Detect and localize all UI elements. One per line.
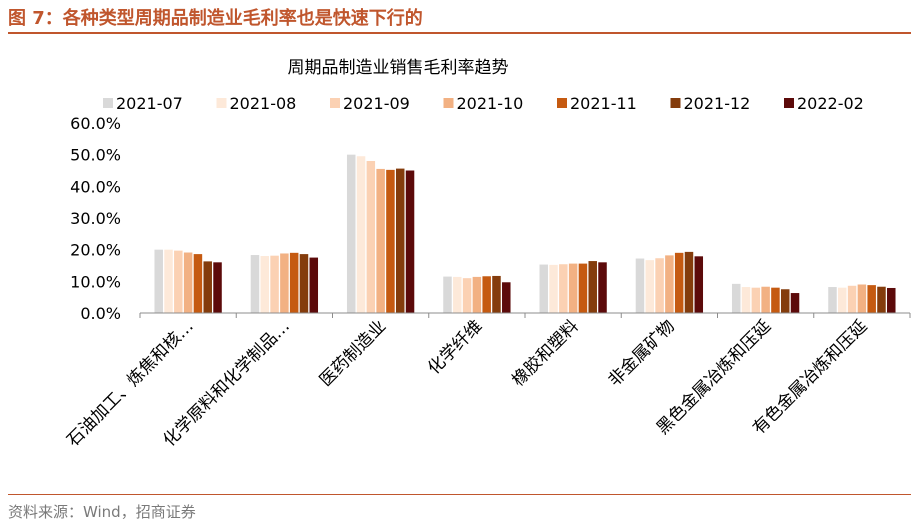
bar	[405, 170, 415, 313]
bar	[578, 263, 588, 313]
legend-label: 2022-02	[797, 94, 864, 113]
bar	[453, 276, 462, 313]
bar	[164, 249, 173, 313]
bar	[655, 258, 664, 313]
bar	[684, 251, 694, 313]
y-tick-label: 50.0%	[70, 146, 121, 165]
chart-title: 周期品制造业销售毛利率趋势	[288, 58, 509, 78]
bar	[539, 264, 548, 313]
bar	[213, 262, 222, 313]
bar	[193, 254, 203, 313]
bar	[751, 287, 761, 313]
y-tick-label: 40.0%	[70, 177, 121, 196]
bar	[472, 276, 482, 313]
legend-swatch	[216, 98, 227, 108]
bar	[270, 255, 279, 313]
bar	[250, 255, 260, 313]
bar	[492, 275, 501, 313]
source-note: 资料来源：Wind，招商证券	[8, 503, 196, 521]
title-divider	[8, 32, 911, 34]
bar	[549, 264, 558, 313]
legend-swatch	[103, 98, 113, 108]
legend-swatch	[443, 98, 454, 108]
bar	[828, 287, 837, 313]
y-tick-label: 20.0%	[70, 241, 121, 260]
x-tick-label: 非金属矿物	[605, 316, 679, 390]
legend-label: 2021-12	[684, 94, 751, 113]
bar	[386, 169, 395, 313]
legend-swatch	[557, 98, 567, 108]
bar	[366, 161, 376, 313]
source-divider	[8, 494, 911, 495]
bar	[309, 257, 319, 313]
bar	[847, 285, 857, 313]
legend-swatch	[670, 98, 681, 108]
bar	[346, 154, 356, 313]
legend-label: 2021-08	[230, 94, 297, 113]
bar	[203, 261, 212, 313]
bar	[761, 286, 770, 313]
bar	[280, 253, 289, 313]
x-tick-label: 化学纤维	[424, 316, 486, 378]
bar	[376, 168, 385, 313]
bar	[877, 286, 886, 313]
legend-swatch	[330, 98, 340, 108]
bar	[867, 285, 876, 313]
y-tick-label: 60.0%	[70, 114, 121, 133]
y-tick-label: 0.0%	[80, 304, 121, 323]
legend-label: 2021-11	[570, 94, 637, 113]
x-tick-label: 医药制造业	[316, 316, 390, 390]
y-tick-label: 30.0%	[70, 209, 121, 228]
bar	[838, 287, 847, 313]
bar	[502, 282, 511, 313]
bar	[289, 252, 299, 313]
bar	[395, 168, 405, 313]
bar	[598, 262, 607, 313]
bar	[694, 256, 704, 313]
y-tick-label: 10.0%	[70, 272, 121, 291]
bar	[780, 289, 790, 313]
legend-label: 2021-10	[457, 94, 524, 113]
bar	[154, 249, 163, 313]
bar	[665, 255, 674, 313]
bar	[635, 258, 645, 313]
bar	[771, 287, 780, 313]
bar	[674, 252, 684, 313]
legend-label: 2021-09	[343, 94, 410, 113]
bar	[790, 293, 800, 313]
bar	[887, 287, 896, 313]
bar	[183, 252, 193, 313]
bar	[174, 250, 183, 313]
bar	[443, 276, 452, 313]
bar	[588, 261, 597, 313]
legend-label: 2021-07	[116, 94, 183, 113]
bar	[260, 256, 270, 313]
bar	[731, 283, 741, 313]
figure-title: 图 7：各种类型周期品制造业毛利率也是快速下行的	[8, 8, 423, 29]
bar-chart: 周期品制造业销售毛利率趋势 2021-07 2021-08 2021-09 2021-1…	[63, 58, 911, 451]
bar	[462, 278, 472, 313]
legend-swatch	[784, 98, 794, 108]
bar	[645, 260, 655, 313]
bar	[299, 254, 309, 313]
bar	[857, 284, 867, 313]
bar	[568, 263, 578, 313]
x-tick-label: 橡胶和塑料	[508, 316, 582, 390]
bar	[559, 264, 568, 313]
bar	[482, 276, 491, 313]
bar	[741, 287, 751, 313]
bar	[356, 156, 366, 313]
